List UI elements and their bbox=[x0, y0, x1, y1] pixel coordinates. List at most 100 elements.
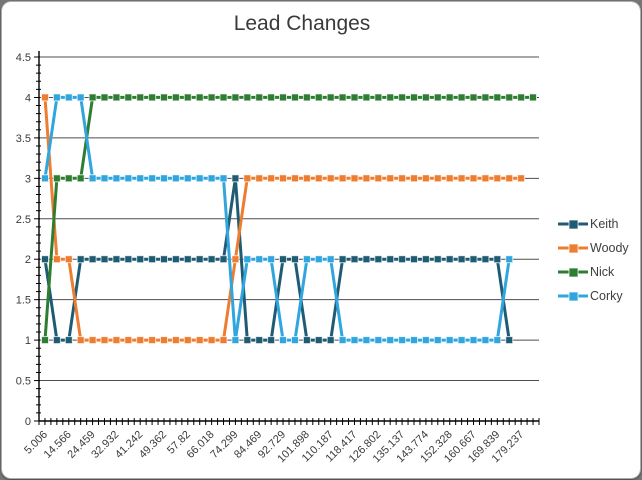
y-tick-label: 1.5 bbox=[16, 295, 31, 307]
series-marker-nick bbox=[386, 93, 395, 102]
legend-item-nick: Nick bbox=[558, 263, 629, 280]
series-marker-nick bbox=[469, 93, 478, 102]
y-tick-label: 1 bbox=[25, 335, 31, 347]
series-marker-woody bbox=[350, 174, 359, 183]
series-marker-woody bbox=[326, 174, 335, 183]
y-tick-label: 4 bbox=[25, 92, 31, 104]
series-marker-keith bbox=[291, 255, 299, 264]
series-marker-corky bbox=[410, 336, 418, 345]
series-marker-woody bbox=[243, 174, 252, 183]
series-marker-woody bbox=[410, 174, 418, 183]
series-marker-woody bbox=[445, 174, 454, 183]
legend-item-woody: Woody bbox=[558, 239, 629, 256]
series-marker-keith bbox=[350, 255, 359, 264]
series-marker-woody bbox=[505, 174, 514, 183]
series-marker-corky bbox=[136, 174, 145, 183]
series-marker-nick bbox=[291, 93, 299, 102]
series-marker-nick bbox=[374, 93, 383, 102]
series-marker-woody bbox=[267, 174, 276, 183]
series-marker-corky bbox=[362, 336, 371, 345]
series-marker-nick bbox=[195, 93, 204, 102]
legend-label-nick: Nick bbox=[590, 264, 615, 279]
series-marker-woody bbox=[41, 93, 49, 102]
series-marker-keith bbox=[410, 255, 418, 264]
series-marker-nick bbox=[255, 93, 264, 102]
legend-label-corky: Corky bbox=[590, 288, 623, 303]
series-marker-woody bbox=[493, 174, 502, 183]
series-marker-woody bbox=[171, 336, 180, 345]
legend-swatch-nick bbox=[558, 267, 588, 277]
series-marker-corky bbox=[457, 336, 466, 345]
y-tick-label: 2 bbox=[25, 254, 31, 266]
series-marker-corky bbox=[291, 336, 299, 345]
series-marker-keith bbox=[421, 255, 430, 264]
series-marker-keith bbox=[433, 255, 442, 264]
series-marker-corky bbox=[314, 255, 323, 264]
series-marker-corky bbox=[302, 255, 311, 264]
series-marker-woody bbox=[433, 174, 442, 183]
series-marker-woody bbox=[421, 174, 430, 183]
series-marker-corky bbox=[52, 93, 61, 102]
series-marker-woody bbox=[231, 255, 240, 264]
series-marker-nick bbox=[410, 93, 418, 102]
series-marker-keith bbox=[493, 255, 502, 264]
series-marker-corky bbox=[41, 174, 49, 183]
series-marker-nick bbox=[52, 174, 61, 183]
legend-swatch-corky bbox=[558, 291, 588, 301]
series-marker-keith bbox=[398, 255, 407, 264]
legend-item-keith: Keith bbox=[558, 215, 629, 232]
series-marker-corky bbox=[398, 336, 407, 345]
series-marker-woody bbox=[302, 174, 311, 183]
series-marker-keith bbox=[362, 255, 371, 264]
series-marker-corky bbox=[231, 336, 240, 345]
series-marker-corky bbox=[88, 174, 97, 183]
series-marker-nick bbox=[183, 93, 192, 102]
series-marker-nick bbox=[243, 93, 252, 102]
series-marker-corky bbox=[160, 174, 168, 183]
series-marker-woody bbox=[469, 174, 478, 183]
series-marker-nick bbox=[302, 93, 311, 102]
series-marker-keith bbox=[136, 255, 145, 264]
series-marker-corky bbox=[76, 93, 85, 102]
series-marker-corky bbox=[469, 336, 478, 345]
series-marker-keith bbox=[124, 255, 133, 264]
series-marker-nick bbox=[457, 93, 466, 102]
series-marker-keith bbox=[386, 255, 395, 264]
y-tick-label: 2.5 bbox=[16, 214, 31, 226]
series-marker-corky bbox=[445, 336, 454, 345]
series-marker-nick bbox=[136, 93, 145, 102]
series-marker-woody bbox=[112, 336, 121, 345]
series-marker-woody bbox=[100, 336, 109, 345]
series-marker-keith bbox=[279, 255, 287, 264]
series-marker-nick bbox=[421, 93, 430, 102]
series-marker-corky bbox=[279, 336, 287, 345]
series-marker-keith bbox=[302, 336, 311, 345]
series-marker-keith bbox=[160, 255, 168, 264]
series-marker-woody bbox=[291, 174, 299, 183]
series-marker-keith bbox=[64, 336, 73, 345]
series-marker-keith bbox=[326, 336, 335, 345]
series-marker-keith bbox=[76, 255, 85, 264]
series-marker-woody bbox=[338, 174, 347, 183]
series-marker-corky bbox=[207, 174, 216, 183]
series-marker-corky bbox=[421, 336, 430, 345]
series-marker-woody bbox=[124, 336, 133, 345]
series-marker-keith bbox=[112, 255, 121, 264]
legend: Keith Woody Nick Corky bbox=[558, 215, 629, 304]
series-marker-corky bbox=[148, 174, 157, 183]
series-marker-nick bbox=[314, 93, 323, 102]
series-line-corky bbox=[43, 95, 511, 342]
series-marker-corky bbox=[350, 336, 359, 345]
series-marker-nick bbox=[398, 93, 407, 102]
y-tick-label: 3 bbox=[25, 173, 31, 185]
y-tick-label: 0.5 bbox=[16, 376, 31, 388]
series-marker-keith bbox=[267, 336, 276, 345]
series-marker-corky bbox=[171, 174, 180, 183]
series-marker-woody bbox=[255, 174, 264, 183]
series-marker-corky bbox=[243, 255, 252, 264]
legend-label-keith: Keith bbox=[590, 216, 619, 231]
series-marker-corky bbox=[386, 336, 395, 345]
series-marker-woody bbox=[457, 174, 466, 183]
series-marker-corky bbox=[481, 336, 490, 345]
